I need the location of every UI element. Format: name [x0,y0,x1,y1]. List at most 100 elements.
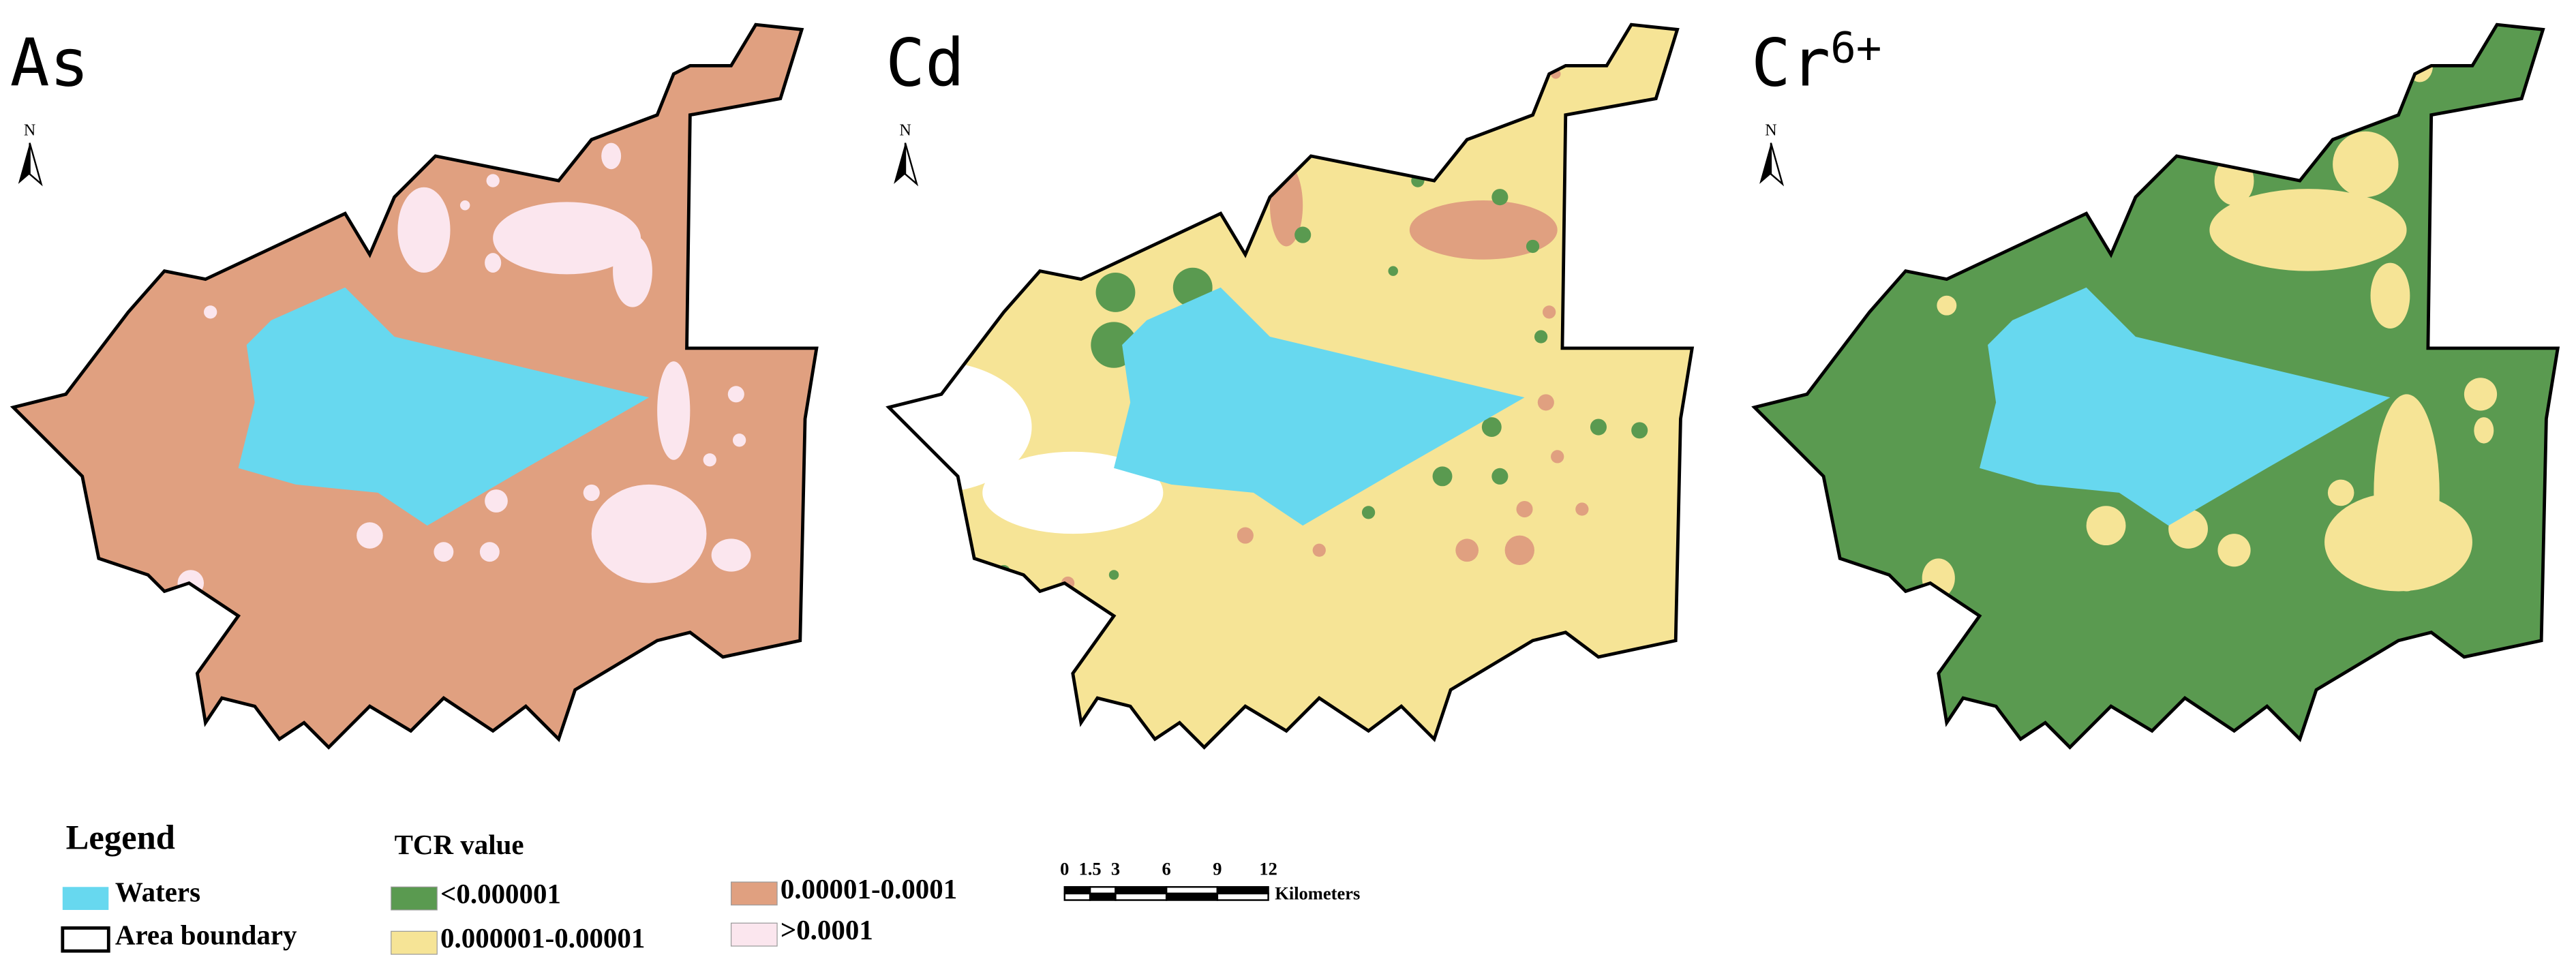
north-arrow [1759,142,1771,184]
zone [703,453,716,467]
zone [1361,506,1376,519]
scale-segment [1063,886,1091,895]
scale-tick-label: 6 [1162,858,1171,879]
zone [711,538,751,572]
legend-label: Waters [115,877,200,908]
legend-swatch [61,926,110,953]
maps: As N Cd N Cr6+ N [10,22,2560,750]
north-arrow [29,142,43,187]
area-boundary [885,22,1695,750]
panel-title: As [10,25,89,101]
legend-swatch [391,886,438,911]
scale-tick-label: 9 [1213,858,1222,879]
scale-tick-label: 1.5 [1079,858,1102,879]
zone [1516,500,1533,518]
zone [434,542,454,562]
water-body [1980,287,2391,526]
legend-swatch [391,930,438,955]
scale-bar: Kilometers 0 1.5 3 6 9 12 [1060,858,1360,903]
zone [2410,427,2430,454]
zone [1491,189,1509,206]
zone [1537,394,1554,411]
north-label: N [899,121,911,139]
north-label: N [24,121,35,139]
legend-label: Area boundary [115,919,297,950]
panel-title-text: Cd [885,25,965,101]
scale-unit: Kilometers [1275,883,1360,903]
map-panel: Cr6+ N [1751,23,2560,750]
legend-label: <0.000001 [440,878,561,909]
map-panel: Cd N [885,22,1695,750]
legend: Legend Waters Area boundary TCR value <0… [61,818,957,955]
north-label: N [1765,121,1776,139]
zone [2209,189,2407,271]
legend-label: >0.0001 [781,914,873,945]
area-boundary [10,22,819,750]
zone [613,234,652,307]
zone [357,522,383,549]
zone [1411,141,1425,155]
legend-title: Legend [66,818,175,856]
zone [2086,506,2126,546]
zone [727,386,744,403]
scale-segment [1165,892,1219,901]
scale-segment [1089,892,1117,901]
zone [583,484,600,501]
north-arrow [904,142,919,187]
zone [1534,330,1548,344]
legend-label: 0.000001-0.00001 [440,922,645,954]
zone [591,484,707,583]
legend-label: 0.00001-0.0001 [781,873,957,904]
zone [459,200,470,211]
zone [1294,226,1312,243]
zone [888,361,1032,493]
zone [2474,417,2494,444]
scale-tick-label: 3 [1111,858,1120,879]
panel-title-text: As [10,25,89,101]
legend-swatch [730,881,778,906]
legend-swatch [62,887,109,911]
zone [1239,223,1252,237]
legend-swatch [730,922,778,947]
zone [204,305,217,319]
zone [2370,262,2410,329]
panel-title: Cr6+ [1751,23,1881,102]
zone [1504,535,1534,565]
zone [397,187,451,273]
zone [1455,538,1479,562]
zone [657,361,691,460]
zone [2327,479,2354,506]
panel-title: Cd [885,25,965,101]
scale-tick-label: 12 [1259,858,1277,879]
zone [2324,492,2472,592]
panel-title-text: Cr [1751,25,1830,101]
zone [2333,131,2399,198]
scale-segment [1216,892,1269,901]
zone [1237,527,1254,544]
zone [601,142,622,170]
map-panel: As N [10,22,819,750]
zone [1937,295,1957,316]
zone [486,174,500,187]
north-arrow [894,142,906,184]
zone [485,489,508,513]
zone [1526,239,1540,254]
zone [1551,450,1564,463]
zone [1590,418,1607,436]
scale-tick-label: 0 [1060,858,1069,879]
zone [485,253,502,273]
zone [1543,305,1556,319]
panel-title-sup: 6+ [1830,23,1881,73]
scale-segment [1063,892,1091,901]
scale-segment [1115,892,1168,901]
zone [1432,466,1453,487]
zone [732,433,746,447]
zone [1481,417,1502,438]
zone [1491,468,1509,485]
scale-segment [1089,886,1117,895]
zone [2464,378,2498,411]
water-body [1114,287,1525,526]
tcr-title: TCR value [395,829,524,860]
